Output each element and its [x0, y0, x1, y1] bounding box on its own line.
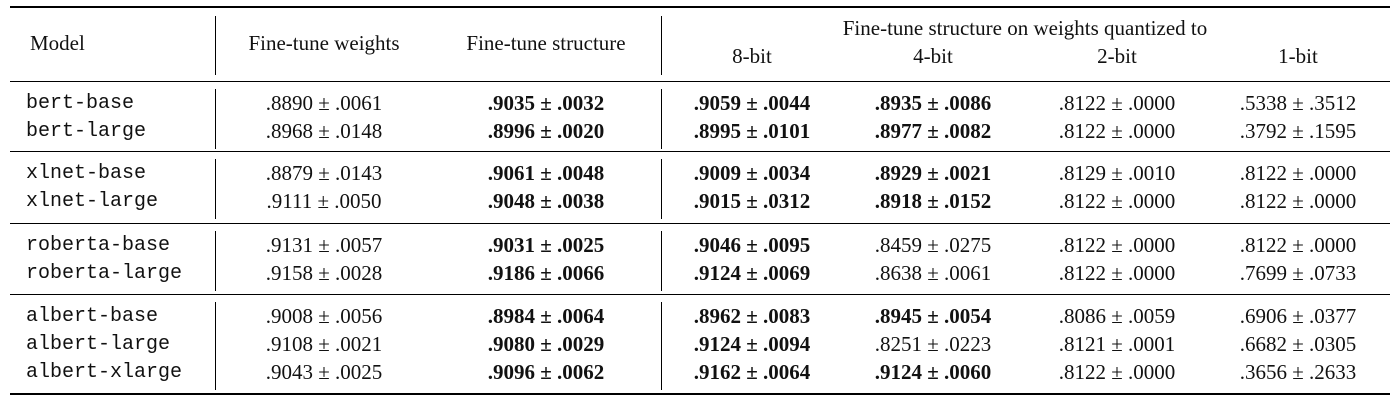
- cell-q2: .8122 ± .0000: [1058, 261, 1176, 285]
- group-3-divider-2: [661, 231, 662, 291]
- cell-w: .9108 ± .0021: [265, 332, 383, 356]
- group-rule-1: [10, 151, 1390, 152]
- header-model: Model: [30, 31, 85, 55]
- cell-q2: .8086 ± .0059: [1058, 304, 1176, 328]
- model-name: albert-base: [26, 305, 159, 328]
- cell-q8: .9059 ± .0044: [693, 91, 811, 115]
- cell-q8: .9162 ± .0064: [693, 360, 811, 384]
- cell-q1: .3656 ± .2633: [1239, 360, 1357, 384]
- cell-q8: .9124 ± .0094: [693, 332, 811, 356]
- cell-q1: .5338 ± .3512: [1239, 91, 1357, 115]
- model-name: roberta-base: [26, 234, 171, 257]
- cell-q4: .8251 ± .0223: [874, 332, 992, 356]
- header-8bit: 8-bit: [732, 44, 772, 68]
- cell-q1: .6906 ± .0377: [1239, 304, 1357, 328]
- cell-q8: .9015 ± .0312: [693, 189, 811, 213]
- model-name: albert-large: [26, 333, 171, 356]
- cell-s: .9080 ± .0029: [487, 332, 605, 356]
- cell-q2: .8122 ± .0000: [1058, 91, 1176, 115]
- cell-w: .9158 ± .0028: [265, 261, 383, 285]
- cell-q4: .9124 ± .0060: [874, 360, 992, 384]
- cell-q4: .8459 ± .0275: [874, 233, 992, 257]
- cell-q2: .8129 ± .0010: [1058, 161, 1176, 185]
- cell-q1: .8122 ± .0000: [1239, 161, 1357, 185]
- header-quantized-group: Fine-tune structure on weights quantized…: [842, 16, 1208, 40]
- cell-s: .8996 ± .0020: [487, 119, 605, 143]
- header-finetune-weights: Fine-tune weights: [248, 31, 400, 55]
- header-4bit: 4-bit: [913, 44, 953, 68]
- model-name: bert-base: [26, 92, 135, 115]
- cell-q4: .8977 ± .0082: [874, 119, 992, 143]
- cell-w: .8890 ± .0061: [265, 91, 383, 115]
- cell-s: .9031 ± .0025: [487, 233, 605, 257]
- group-1-divider-2: [661, 89, 662, 149]
- cell-q1: .6682 ± .0305: [1239, 332, 1357, 356]
- group-4-divider-1: [215, 302, 216, 390]
- cell-q4: .8935 ± .0086: [874, 91, 992, 115]
- group-4-divider-2: [661, 302, 662, 390]
- cell-w: .9131 ± .0057: [265, 233, 383, 257]
- group-rule-3: [10, 294, 1390, 295]
- header-divider-left: [215, 16, 216, 75]
- header-finetune-structure: Fine-tune structure: [466, 31, 626, 55]
- model-name: bert-large: [26, 120, 147, 143]
- cell-q2: .8121 ± .0001: [1058, 332, 1176, 356]
- cell-s: .9035 ± .0032: [487, 91, 605, 115]
- cell-q4: .8638 ± .0061: [874, 261, 992, 285]
- cell-w: .9008 ± .0056: [265, 304, 383, 328]
- model-name: albert-xlarge: [26, 361, 183, 384]
- model-name: xlnet-large: [26, 190, 159, 213]
- bottom-rule: [10, 393, 1390, 395]
- cell-w: .8968 ± .0148: [265, 119, 383, 143]
- cell-q1: .7699 ± .0733: [1239, 261, 1357, 285]
- group-rule-2: [10, 223, 1390, 224]
- cell-q8: .9124 ± .0069: [693, 261, 811, 285]
- header-rule: [10, 81, 1390, 82]
- cell-w: .9111 ± .0050: [266, 189, 382, 213]
- cell-q2: .8122 ± .0000: [1058, 189, 1176, 213]
- cell-w: .9043 ± .0025: [265, 360, 383, 384]
- group-2-divider-1: [215, 159, 216, 219]
- cell-q1: .8122 ± .0000: [1239, 189, 1357, 213]
- group-3-divider-1: [215, 231, 216, 291]
- cell-s: .9061 ± .0048: [487, 161, 605, 185]
- model-name: xlnet-base: [26, 162, 147, 185]
- cell-s: .9048 ± .0038: [487, 189, 605, 213]
- cell-q2: .8122 ± .0000: [1058, 360, 1176, 384]
- header-divider-right: [661, 16, 662, 75]
- cell-q2: .8122 ± .0000: [1058, 233, 1176, 257]
- group-2-divider-2: [661, 159, 662, 219]
- cell-q1: .8122 ± .0000: [1239, 233, 1357, 257]
- cell-q2: .8122 ± .0000: [1058, 119, 1176, 143]
- cell-q8: .8995 ± .0101: [693, 119, 811, 143]
- cell-s: .8984 ± .0064: [487, 304, 605, 328]
- cell-s: .9096 ± .0062: [487, 360, 605, 384]
- header-2bit: 2-bit: [1097, 44, 1137, 68]
- model-name: roberta-large: [26, 262, 183, 285]
- cell-s: .9186 ± .0066: [487, 261, 605, 285]
- cell-q8: .9009 ± .0034: [693, 161, 811, 185]
- cell-q4: .8929 ± .0021: [874, 161, 992, 185]
- cell-w: .8879 ± .0143: [265, 161, 383, 185]
- cell-q1: .3792 ± .1595: [1239, 119, 1357, 143]
- cell-q4: .8918 ± .0152: [874, 189, 992, 213]
- group-1-divider-1: [215, 89, 216, 149]
- header-1bit: 1-bit: [1278, 44, 1318, 68]
- cell-q8: .8962 ± .0083: [693, 304, 811, 328]
- cell-q8: .9046 ± .0095: [693, 233, 811, 257]
- cell-q4: .8945 ± .0054: [874, 304, 992, 328]
- top-rule: [10, 6, 1390, 8]
